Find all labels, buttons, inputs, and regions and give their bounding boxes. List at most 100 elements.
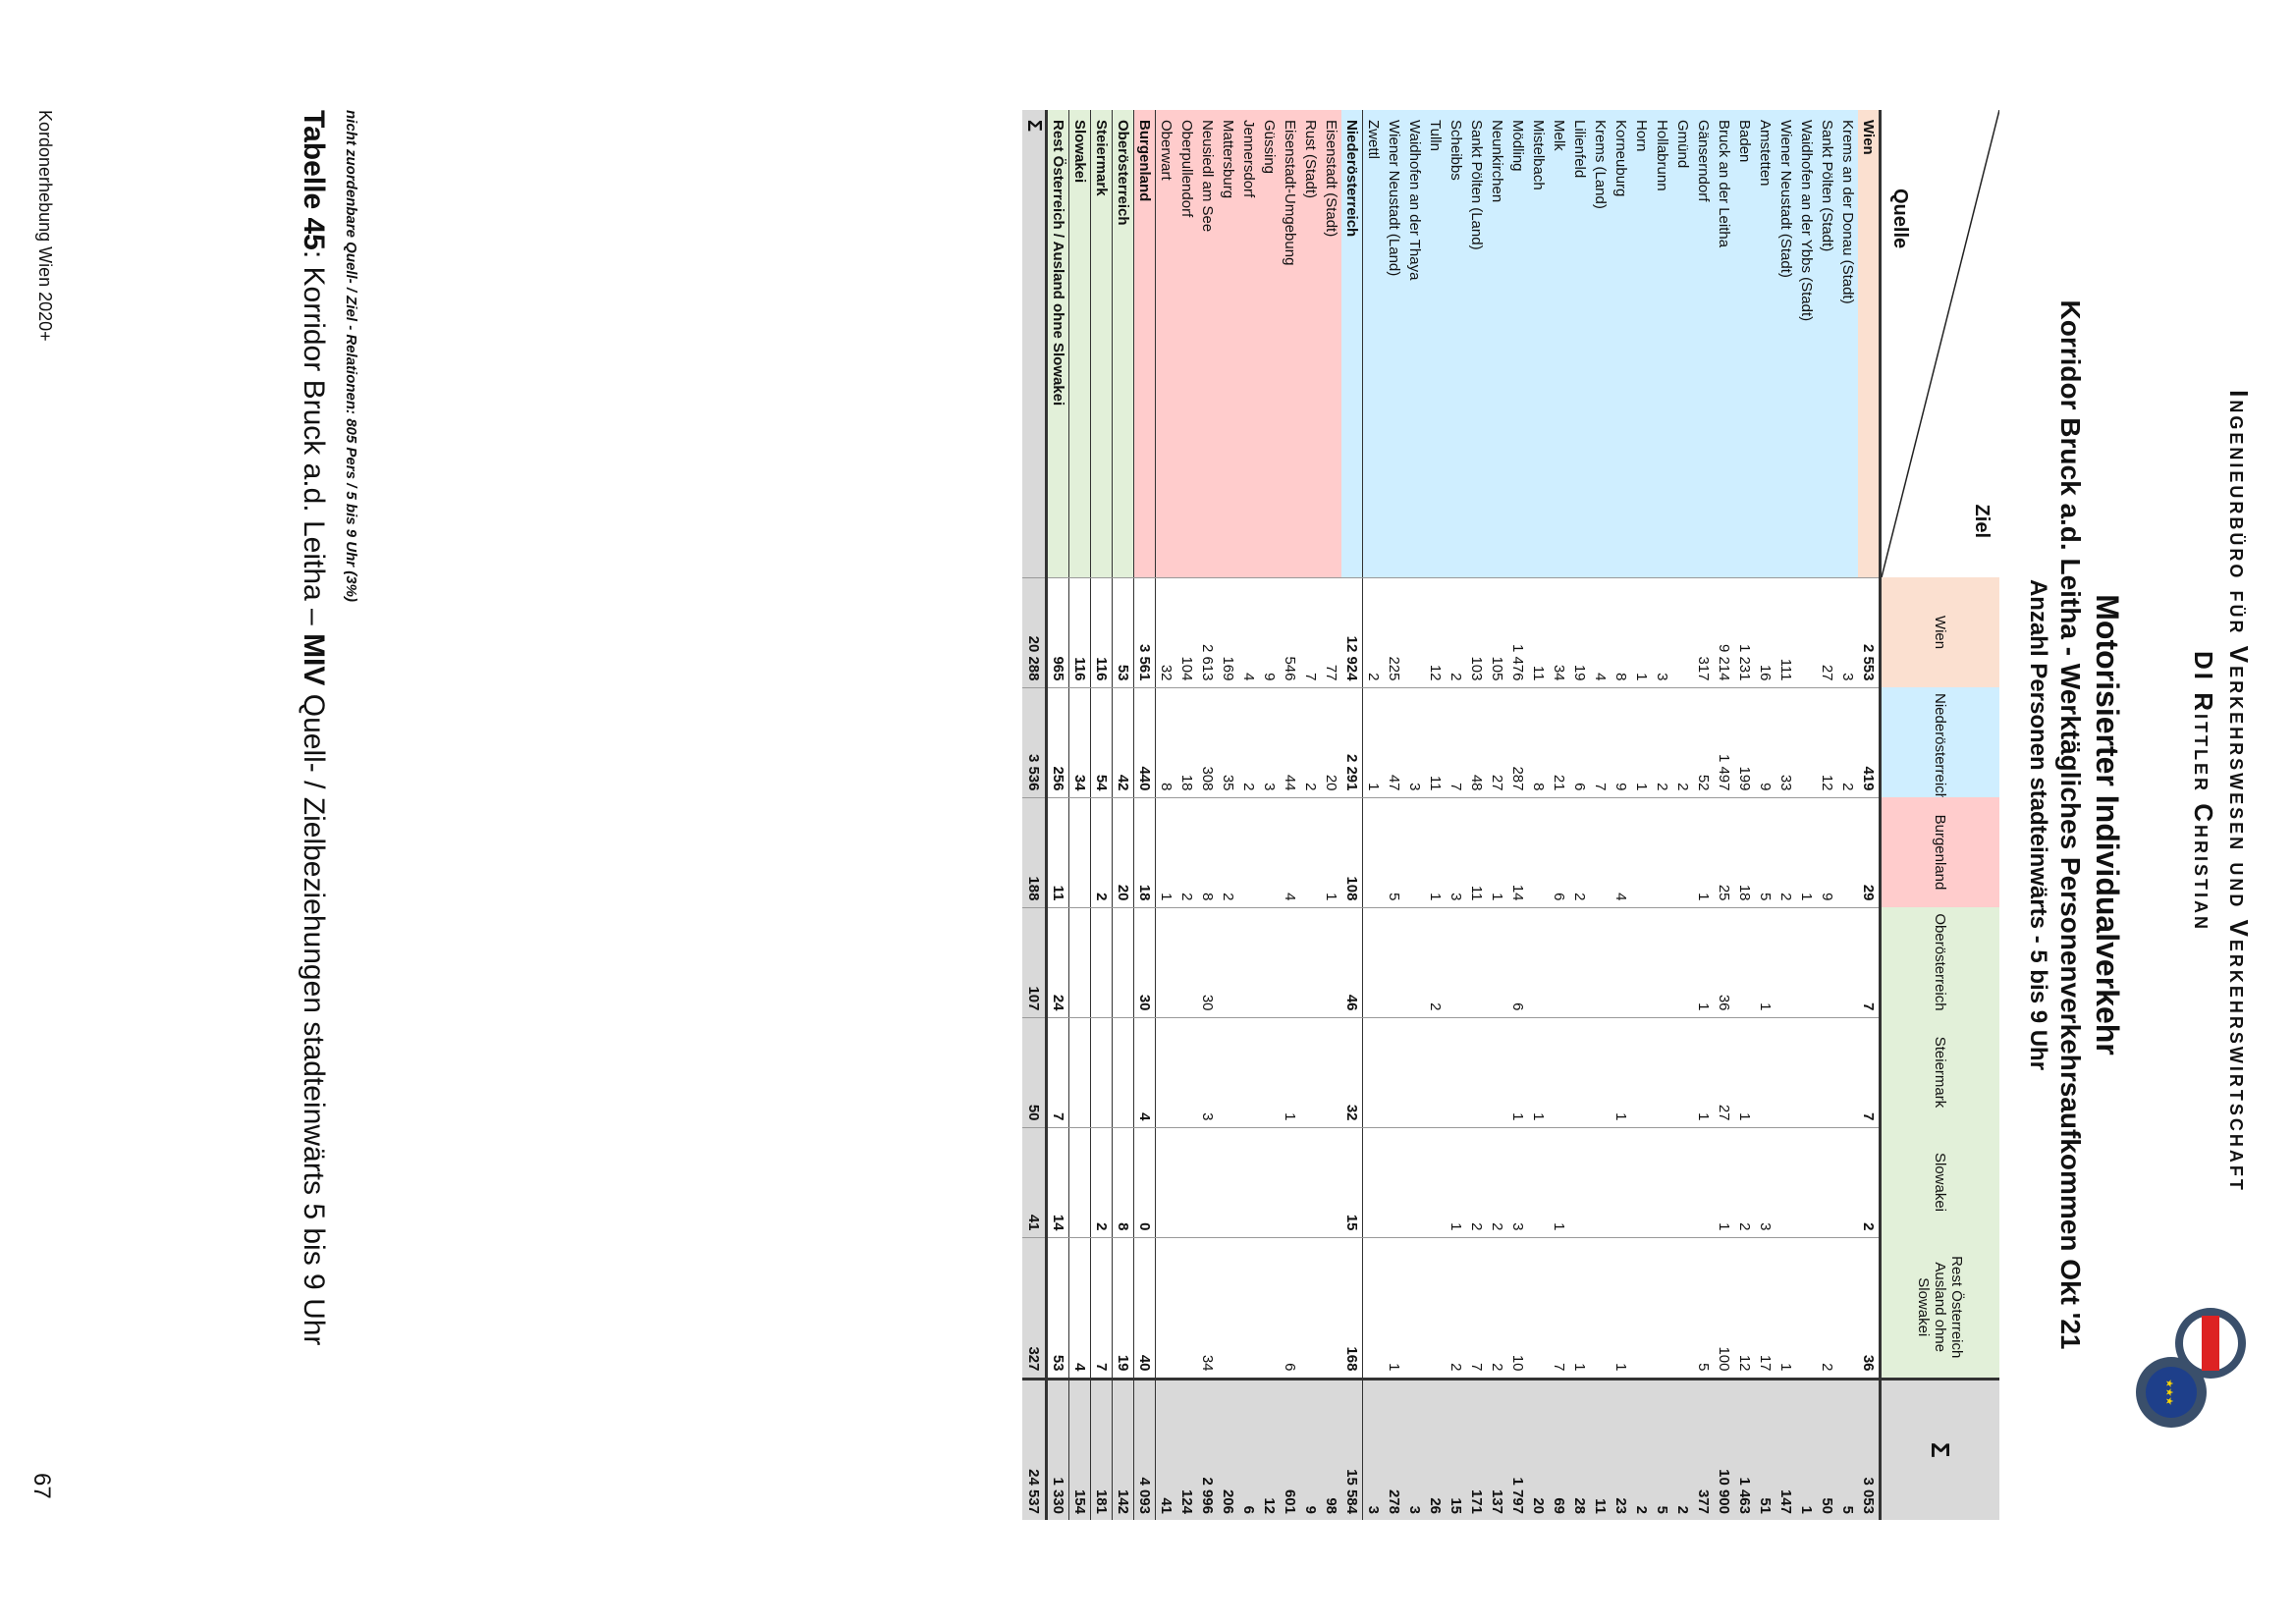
- table-cell: [1631, 907, 1652, 1017]
- table-cell: 12: [1734, 1237, 1755, 1379]
- table-cell: [1218, 907, 1238, 1017]
- table-cell: [1755, 1017, 1775, 1127]
- table-cell: 1 463: [1734, 1379, 1755, 1520]
- table-cell: 6: [1507, 907, 1528, 1017]
- table-cell: 1: [1693, 1017, 1714, 1127]
- table-cell: 20: [1528, 1379, 1549, 1520]
- table-cell: [1112, 1017, 1134, 1127]
- row-label: Sankt Pölten (Stadt): [1817, 110, 1837, 577]
- table-cell: [1362, 797, 1384, 907]
- table-cell: [1817, 1017, 1837, 1127]
- table-cell: [1590, 1237, 1611, 1379]
- table-cell: 2: [1176, 797, 1197, 907]
- table-row: Wien 2 553 419 29 7 7 2 36 3 053: [1858, 110, 1881, 1520]
- table-cell: 8: [1528, 687, 1549, 797]
- table-cell: [1549, 907, 1569, 1017]
- table-cell: 4: [1611, 797, 1631, 907]
- footer-doc-name: Kordonerhebung Wien 2020+: [35, 110, 55, 342]
- table-row: Scheibbs 2 7 3 1 2 15: [1446, 110, 1466, 1520]
- corner-quelle: Quelle: [1889, 189, 1911, 249]
- table-cell: [1238, 1237, 1259, 1379]
- table-cell: [1300, 797, 1321, 907]
- table-cell: 7: [1300, 577, 1321, 687]
- table-cell: 1: [1321, 797, 1341, 907]
- table-row: Rust (Stadt) 7 2 9: [1300, 110, 1321, 1520]
- sum-cell: 41: [1022, 1127, 1047, 1237]
- col-header-noe: Niederösterreich: [1880, 687, 1999, 797]
- table-cell: 2: [1672, 1379, 1693, 1520]
- table-cell: [1631, 797, 1652, 907]
- table-cell: 1: [1155, 797, 1176, 907]
- table-cell: 7: [1466, 1237, 1487, 1379]
- table-cell: [1672, 907, 1693, 1017]
- table-cell: 12: [1817, 687, 1837, 797]
- row-label: Krems an der Donau (Stadt): [1837, 110, 1858, 577]
- table-cell: [1362, 1237, 1384, 1379]
- table-cell: 20: [1321, 687, 1341, 797]
- col-header-steiermark: Steiermark: [1880, 1017, 1999, 1127]
- table-cell: 1: [1611, 1237, 1631, 1379]
- table-cell: 124: [1176, 1379, 1197, 1520]
- table-cell: 19: [1569, 577, 1590, 687]
- table-cell: 278: [1384, 1379, 1404, 1520]
- row-label: Mödling: [1507, 110, 1528, 577]
- table-cell: 2: [1218, 797, 1238, 907]
- row-label: Neunkirchen: [1487, 110, 1507, 577]
- corner-ziel: Ziel: [1971, 504, 1993, 538]
- footnote: nicht zuordenbare Quell- / Ziel - Relati…: [343, 110, 359, 602]
- table-cell: [1238, 1127, 1259, 1237]
- table-cell: [1090, 1017, 1113, 1127]
- row-label: Gmünd: [1672, 110, 1693, 577]
- table-cell: [1259, 1237, 1280, 1379]
- table-cell: [1218, 1127, 1238, 1237]
- table-cell: [1321, 1017, 1341, 1127]
- row-label: Horn: [1631, 110, 1652, 577]
- table-cell: 36: [1858, 1237, 1881, 1379]
- table-cell: 2: [1569, 797, 1590, 907]
- table-cell: 1: [1755, 907, 1775, 1017]
- table-cell: [1384, 1017, 1404, 1127]
- table-row: Steiermark 116 54 2 2 7 181: [1090, 110, 1113, 1520]
- company-logo: ★★★: [2136, 1308, 2246, 1428]
- table-cell: [1652, 797, 1672, 907]
- table-cell: 10: [1507, 1237, 1528, 1379]
- row-label: Eisenstadt-Umgebung: [1280, 110, 1300, 577]
- table-cell: [1068, 1127, 1091, 1237]
- caption-part2: Quell- / Zielbeziehungen stadteinwärts 5…: [298, 685, 330, 1346]
- logo-eu-circle: [2146, 1367, 2197, 1418]
- table-row: Güssing 9 3 12: [1259, 110, 1280, 1520]
- table-cell: [1549, 1017, 1569, 1127]
- table-cell: 28: [1569, 1379, 1590, 1520]
- row-label: Mattersburg: [1218, 110, 1238, 577]
- table-cell: 4: [1133, 1017, 1156, 1127]
- table-cell: [1218, 1237, 1238, 1379]
- table-cell: 440: [1133, 687, 1156, 797]
- table-cell: [1672, 797, 1693, 907]
- table-cell: [1796, 577, 1817, 687]
- table-cell: [1404, 1237, 1425, 1379]
- table-cell: [1238, 907, 1259, 1017]
- table-cell: [1817, 907, 1837, 1017]
- table-cell: [1611, 1127, 1631, 1237]
- table-row: Sankt Pölten (Land) 103 48 11 2 7 171: [1466, 110, 1487, 1520]
- table-cell: [1672, 1017, 1693, 1127]
- table-row: Rest Österreich / Ausland ohne Slowakei 9…: [1046, 110, 1069, 1520]
- table-row: Horn 1 1 2: [1631, 110, 1652, 1520]
- sum-cell: 188: [1022, 797, 1047, 907]
- table-cell: 8: [1611, 577, 1631, 687]
- row-label: Oberösterreich: [1112, 110, 1134, 577]
- row-label: Waidhofen an der Ybbs (Stadt): [1796, 110, 1817, 577]
- table-cell: [1837, 907, 1858, 1017]
- table-cell: 2: [1734, 1127, 1755, 1237]
- table-cell: 33: [1775, 687, 1796, 797]
- table-cell: 9 214: [1714, 577, 1734, 687]
- table-cell: 16: [1755, 577, 1775, 687]
- table-cell: 9: [1755, 687, 1775, 797]
- table-cell: 225: [1384, 577, 1404, 687]
- table-cell: 4: [1068, 1237, 1091, 1379]
- title-line2: Korridor Bruck a.d. Leitha - Werktäglich…: [2055, 299, 2086, 1350]
- table-cell: 1: [1714, 1127, 1734, 1237]
- sum-cell: 50: [1022, 1017, 1047, 1127]
- table-cell: 1: [1693, 797, 1714, 907]
